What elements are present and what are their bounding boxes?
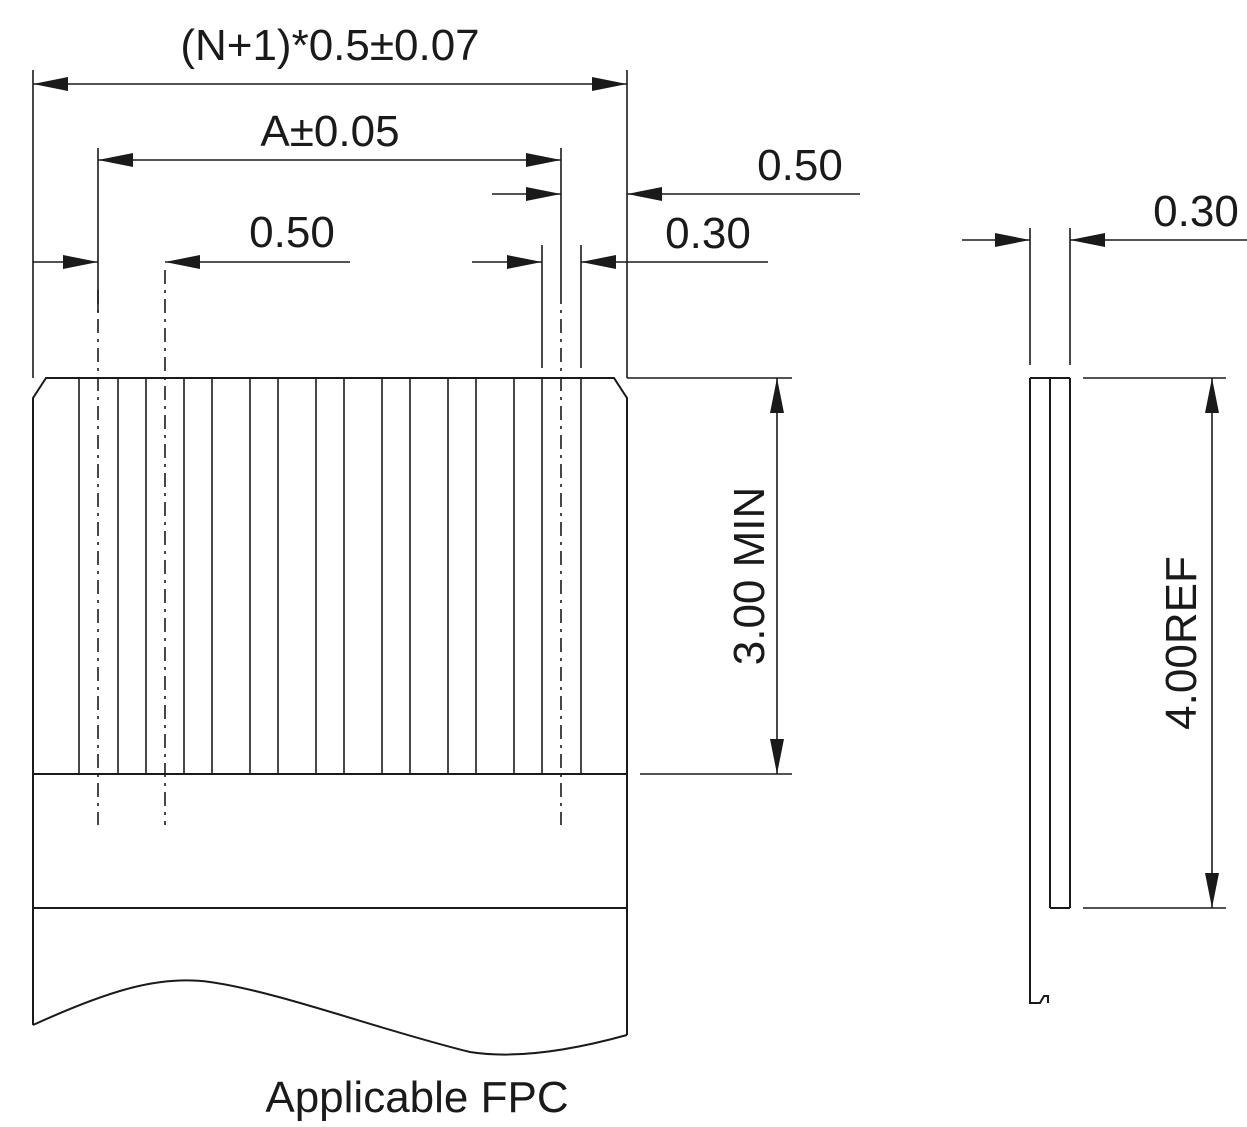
pitch-span-label: A±0.05 — [260, 107, 399, 156]
dim-stiffener-length: 4.00REF — [1157, 378, 1219, 908]
dim-contact-length: 3.00 MIN — [725, 378, 784, 774]
fpc-outline — [32, 377, 628, 1035]
dim-contact-width: 0.30 — [472, 209, 768, 269]
fpc-front-view — [32, 377, 628, 1056]
centerlines — [97, 270, 562, 825]
contact-width-label: 0.30 — [665, 209, 751, 258]
dim-pitch-right: 0.50 — [492, 141, 860, 201]
fpc-side-view — [1029, 228, 1226, 1004]
dim-pitch-span: A±0.05 — [98, 107, 561, 167]
extension-lines — [32, 70, 792, 775]
side-fpc-body — [1029, 378, 1049, 1004]
contact-stripes — [78, 378, 582, 774]
pitch-right-label: 0.50 — [757, 141, 843, 190]
contact-length-label: 3.00 MIN — [725, 487, 774, 666]
dim-pitch-left: 0.50 — [33, 208, 350, 269]
overall-width-label: (N+1)*0.5±0.07 — [180, 21, 479, 70]
figure-caption: Applicable FPC — [265, 1073, 568, 1122]
fpc-thickness-label: 0.30 — [1153, 187, 1239, 236]
dim-overall-width: (N+1)*0.5±0.07 — [33, 21, 627, 91]
pitch-left-label: 0.50 — [249, 208, 335, 257]
stiffener-length-label: 4.00REF — [1157, 556, 1206, 730]
dim-fpc-thickness: 0.30 — [962, 187, 1247, 247]
break-line — [32, 979, 628, 1056]
